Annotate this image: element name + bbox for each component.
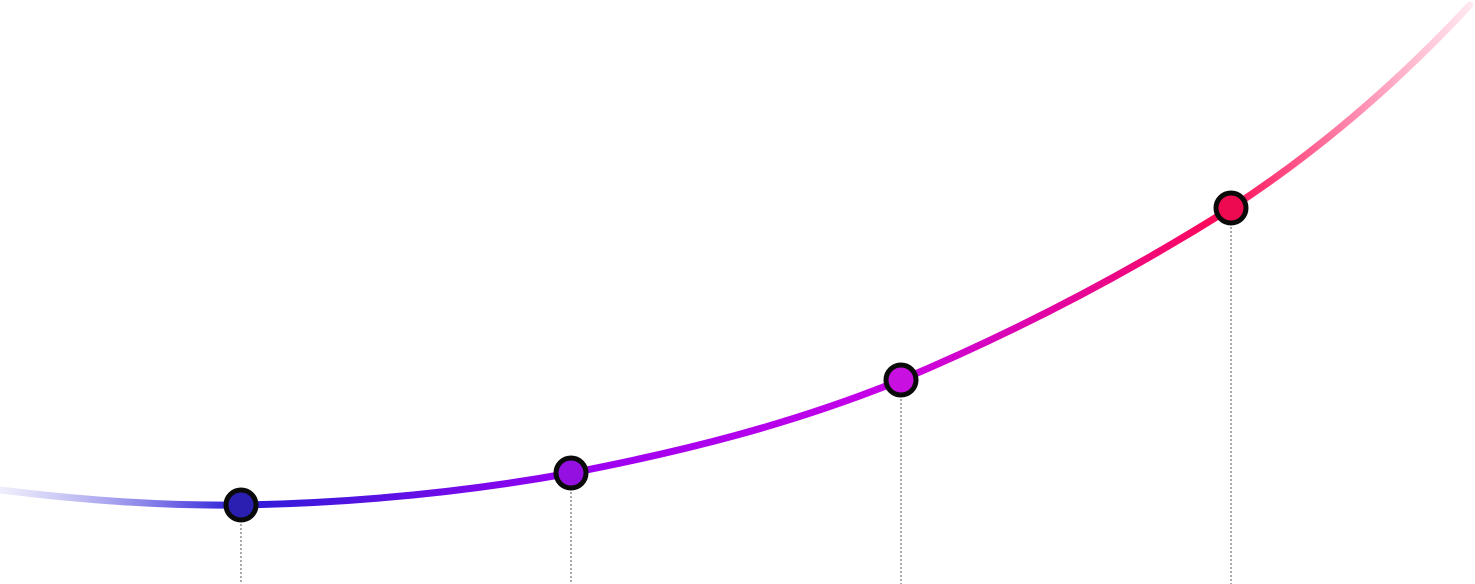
point <box>883 362 919 398</box>
point <box>223 487 259 523</box>
point <box>553 455 589 491</box>
curve <box>0 1 1474 509</box>
point <box>1213 190 1249 226</box>
